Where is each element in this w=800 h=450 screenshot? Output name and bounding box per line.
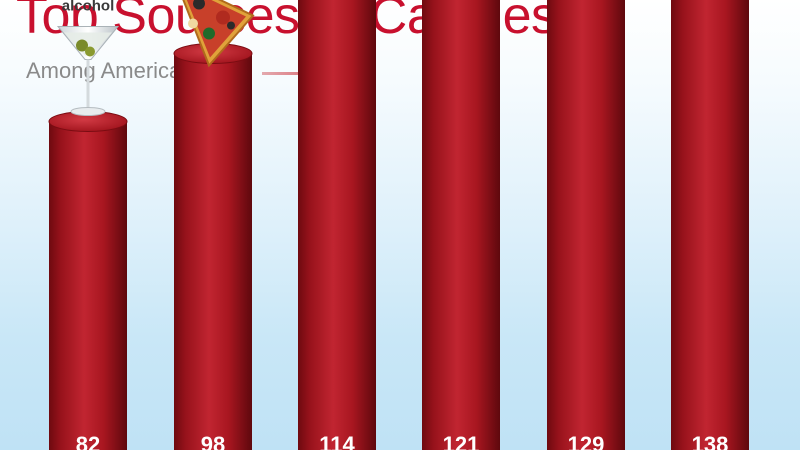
value-label: 82	[76, 432, 100, 450]
bar	[547, 0, 625, 450]
bar-group: chicken121	[422, 0, 500, 450]
bar	[49, 121, 127, 450]
bar-group: sweeteneddrinks114	[298, 0, 376, 450]
value-label: 121	[443, 432, 480, 450]
value-label: 138	[692, 432, 729, 450]
value-label: 114	[319, 432, 355, 450]
value-label: 129	[568, 432, 605, 450]
pizza-slice-icon	[182, 0, 255, 68]
bar	[298, 0, 376, 450]
category-label: alcohol	[62, 0, 115, 15]
bar	[422, 0, 500, 450]
bar-group: yeastbreads129	[547, 0, 625, 450]
bar-group: grain-baseddesserts138	[671, 0, 749, 450]
value-label: 98	[201, 432, 225, 450]
bar-group: pizza98	[173, 0, 255, 450]
bar	[671, 0, 749, 450]
bar	[174, 53, 252, 450]
bar-group: alcohol 82	[48, 0, 128, 450]
martini-glass-icon	[56, 26, 120, 116]
